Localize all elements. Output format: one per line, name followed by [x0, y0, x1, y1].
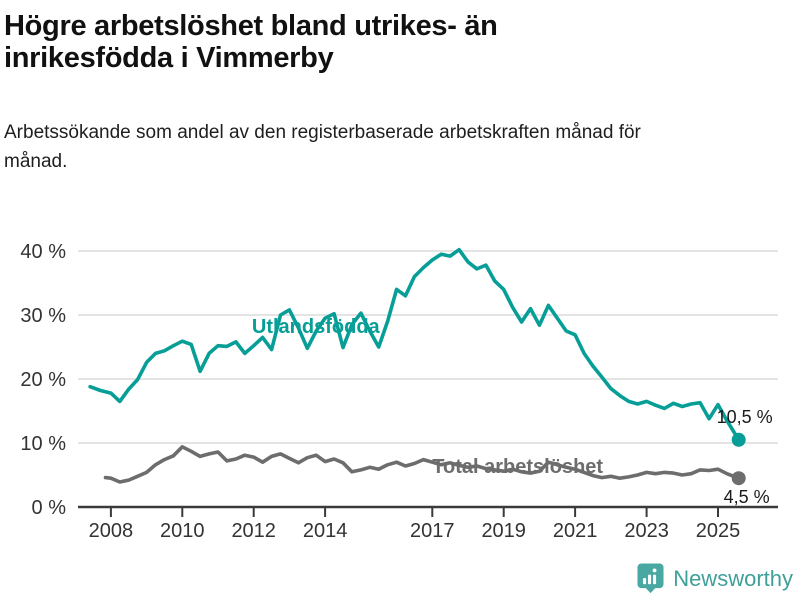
x-axis-tick-label: 2025 — [696, 520, 741, 542]
logo-exclamation-dot — [652, 568, 657, 573]
x-axis-tick-label: 2023 — [624, 520, 669, 542]
y-axis-tick-label: 10 % — [20, 433, 66, 455]
series-end-dot-total — [731, 471, 746, 486]
series-line-utlandsfodda — [88, 247, 741, 442]
series-end-value-label-total: 4,5 % — [724, 487, 770, 507]
y-axis-tick-label: 0 % — [32, 497, 67, 519]
logo-bar-medium — [648, 574, 652, 585]
series-line-total — [103, 444, 741, 484]
y-axis-tick-label: 30 % — [20, 305, 66, 327]
newsworthy-logo-text: Newsworthy — [673, 565, 793, 591]
y-axis-tick-label: 20 % — [20, 369, 66, 391]
x-axis-tick-label: 2019 — [481, 520, 526, 542]
series-label-utlandsfodda: Utlandsfödda — [252, 316, 381, 338]
series-end-dot-utlandsfodda — [731, 432, 746, 447]
logo-bar-tall — [653, 574, 657, 585]
series-label-total: Total arbetslöshet — [432, 456, 603, 478]
x-axis-tick-label: 2017 — [410, 520, 455, 542]
newsworthy-logo-icon — [637, 563, 664, 594]
chart-subtitle: Arbetssökande som andel av den registerb… — [4, 122, 641, 172]
x-axis-tick-label: 2008 — [89, 520, 134, 542]
x-axis-tick-label: 2021 — [553, 520, 598, 542]
series-end-value-label-utlandsfodda: 10,5 % — [717, 407, 773, 427]
logo-bar-small — [643, 578, 647, 585]
newsworthy-branding: Newsworthy — [637, 563, 793, 594]
chart-title: Högre arbetslöshet bland utrikes- än inr… — [4, 10, 498, 75]
x-axis-tick-label: 2010 — [160, 520, 205, 542]
x-axis-tick-label: 2014 — [303, 520, 348, 542]
x-axis-tick-label: 2012 — [231, 520, 276, 542]
y-axis-tick-label: 40 % — [20, 241, 66, 263]
